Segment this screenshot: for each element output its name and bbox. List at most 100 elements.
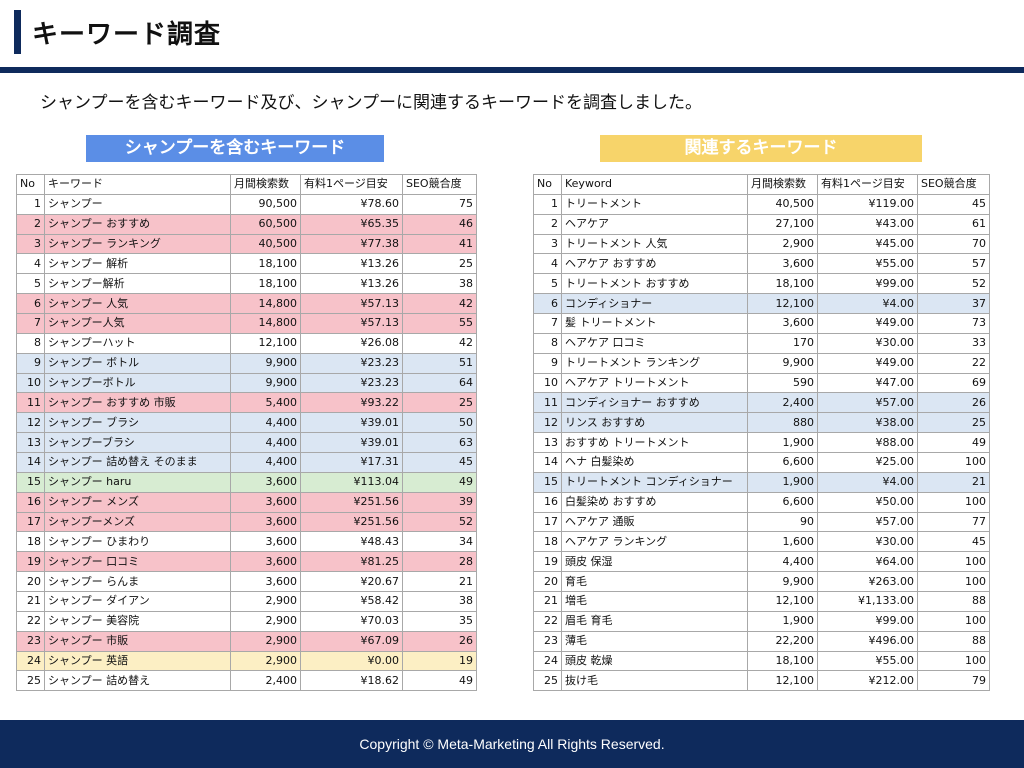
keyword-cell: シャンプー ひまわり <box>44 531 231 553</box>
search-volume-cell: 9,900 <box>747 571 818 593</box>
seo-difficulty-cell: 52 <box>402 511 477 533</box>
row-number: 9 <box>533 352 562 374</box>
keyword-cell: ヘアケア おすすめ <box>561 253 748 275</box>
seo-difficulty-cell: 61 <box>917 213 990 235</box>
seo-difficulty-cell: 26 <box>917 392 990 414</box>
row-number: 7 <box>533 313 562 334</box>
seo-difficulty-cell: 57 <box>917 253 990 275</box>
paid-cost-cell: ¥23.23 <box>300 352 403 374</box>
row-number: 2 <box>533 213 562 235</box>
seo-difficulty-cell: 21 <box>402 571 477 593</box>
table-row: 11 コンディショナー おすすめ 2,400 ¥57.00 26 <box>533 392 990 414</box>
paid-cost-cell: ¥99.00 <box>817 273 918 295</box>
keyword-cell: シャンプー 英語 <box>44 650 231 672</box>
table-row: 23 薄毛 22,200 ¥496.00 88 <box>533 630 990 652</box>
paid-cost-cell: ¥55.00 <box>817 253 918 275</box>
row-number: 19 <box>16 551 45 573</box>
keyword-cell: トリートメント コンディショナー <box>561 471 748 493</box>
search-volume-cell: 4,400 <box>230 432 301 454</box>
search-volume-cell: 90,500 <box>230 193 301 215</box>
paid-cost-cell: ¥39.01 <box>300 412 403 434</box>
seo-difficulty-cell: 37 <box>917 293 990 315</box>
paid-cost-cell: ¥65.35 <box>300 213 403 235</box>
row-number: 15 <box>533 471 562 493</box>
table-row: 24 頭皮 乾燥 18,100 ¥55.00 100 <box>533 650 990 672</box>
seo-difficulty-cell: 64 <box>402 372 477 394</box>
table-row: 12 リンス おすすめ 880 ¥38.00 25 <box>533 412 990 434</box>
search-volume-cell: 40,500 <box>747 193 818 215</box>
keyword-cell: 頭皮 保湿 <box>561 551 748 573</box>
col-cpc-header: 有料1ページ目安 <box>300 174 403 195</box>
table-row: 11 シャンプー おすすめ 市販 5,400 ¥93.22 25 <box>16 392 477 414</box>
row-number: 8 <box>533 332 562 354</box>
search-volume-cell: 22,200 <box>747 630 818 652</box>
seo-difficulty-cell: 51 <box>402 352 477 374</box>
table-row: 14 ヘナ 白髪染め 6,600 ¥25.00 100 <box>533 452 990 473</box>
search-volume-cell: 5,400 <box>230 392 301 414</box>
row-number: 8 <box>16 332 45 354</box>
row-number: 4 <box>16 253 45 275</box>
table-row: 25 抜け毛 12,100 ¥212.00 79 <box>533 670 990 692</box>
search-volume-cell: 12,100 <box>747 293 818 315</box>
search-volume-cell: 170 <box>747 332 818 354</box>
intro-text: シャンプーを含むキーワード及び、シャンプーに関連するキーワードを調査しました。 <box>40 93 702 113</box>
keyword-cell: リンス おすすめ <box>561 412 748 434</box>
row-number: 1 <box>16 193 45 215</box>
keyword-cell: 髪 トリートメント <box>561 313 748 334</box>
keyword-cell: シャンプー人気 <box>44 313 231 334</box>
row-number: 12 <box>533 412 562 434</box>
seo-difficulty-cell: 33 <box>917 332 990 354</box>
keyword-cell: トリートメント ランキング <box>561 352 748 374</box>
keyword-cell: シャンプー おすすめ <box>44 213 231 235</box>
seo-difficulty-cell: 100 <box>917 610 990 632</box>
row-number: 9 <box>16 352 45 374</box>
paid-cost-cell: ¥17.31 <box>300 452 403 473</box>
seo-difficulty-cell: 25 <box>402 253 477 275</box>
table-row: 3 トリートメント 人気 2,900 ¥45.00 70 <box>533 233 990 255</box>
row-number: 3 <box>16 233 45 255</box>
row-number: 7 <box>16 313 45 334</box>
keyword-cell: 眉毛 育毛 <box>561 610 748 632</box>
seo-difficulty-cell: 100 <box>917 491 990 513</box>
row-number: 14 <box>533 452 562 473</box>
seo-difficulty-cell: 42 <box>402 293 477 315</box>
seo-difficulty-cell: 100 <box>917 452 990 473</box>
paid-cost-cell: ¥1,133.00 <box>817 591 918 612</box>
row-number: 10 <box>533 372 562 394</box>
row-number: 18 <box>533 531 562 553</box>
table-row: 4 シャンプー 解析 18,100 ¥13.26 25 <box>16 253 477 275</box>
seo-difficulty-cell: 21 <box>917 471 990 493</box>
keyword-cell: ヘアケア トリートメント <box>561 372 748 394</box>
search-volume-cell: 2,400 <box>230 670 301 692</box>
col-volume-header: 月間検索数 <box>747 174 818 195</box>
col-no-header: No <box>16 174 45 195</box>
paid-cost-cell: ¥49.00 <box>817 313 918 334</box>
seo-difficulty-cell: 49 <box>402 471 477 493</box>
keyword-cell: トリートメント 人気 <box>561 233 748 255</box>
paid-cost-cell: ¥13.26 <box>300 273 403 295</box>
table-row: 6 シャンプー 人気 14,800 ¥57.13 42 <box>16 293 477 315</box>
keyword-cell: おすすめ トリートメント <box>561 432 748 454</box>
table-header-row: No キーワード 月間検索数 有料1ページ目安 SEO競合度 <box>16 174 477 195</box>
paid-cost-cell: ¥77.38 <box>300 233 403 255</box>
copyright-footer: Copyright © Meta-Marketing All Rights Re… <box>0 720 1024 768</box>
seo-difficulty-cell: 79 <box>917 670 990 692</box>
table-row: 12 シャンプー ブラシ 4,400 ¥39.01 50 <box>16 412 477 434</box>
keyword-cell: シャンプー メンズ <box>44 491 231 513</box>
row-number: 25 <box>533 670 562 692</box>
keyword-cell: シャンプー ダイアン <box>44 591 231 612</box>
keyword-cell: シャンプー ブラシ <box>44 412 231 434</box>
seo-difficulty-cell: 45 <box>402 452 477 473</box>
keyword-cell: 増毛 <box>561 591 748 612</box>
seo-difficulty-cell: 88 <box>917 630 990 652</box>
table-row: 9 シャンプー ボトル 9,900 ¥23.23 51 <box>16 352 477 374</box>
paid-cost-cell: ¥93.22 <box>300 392 403 414</box>
table-row: 1 シャンプー 90,500 ¥78.60 75 <box>16 193 477 215</box>
right-section-header: 関連するキーワード <box>600 135 922 162</box>
search-volume-cell: 2,400 <box>747 392 818 414</box>
search-volume-cell: 3,600 <box>230 571 301 593</box>
search-volume-cell: 2,900 <box>230 591 301 612</box>
paid-cost-cell: ¥25.00 <box>817 452 918 473</box>
paid-cost-cell: ¥38.00 <box>817 412 918 434</box>
table-row: 4 ヘアケア おすすめ 3,600 ¥55.00 57 <box>533 253 990 275</box>
